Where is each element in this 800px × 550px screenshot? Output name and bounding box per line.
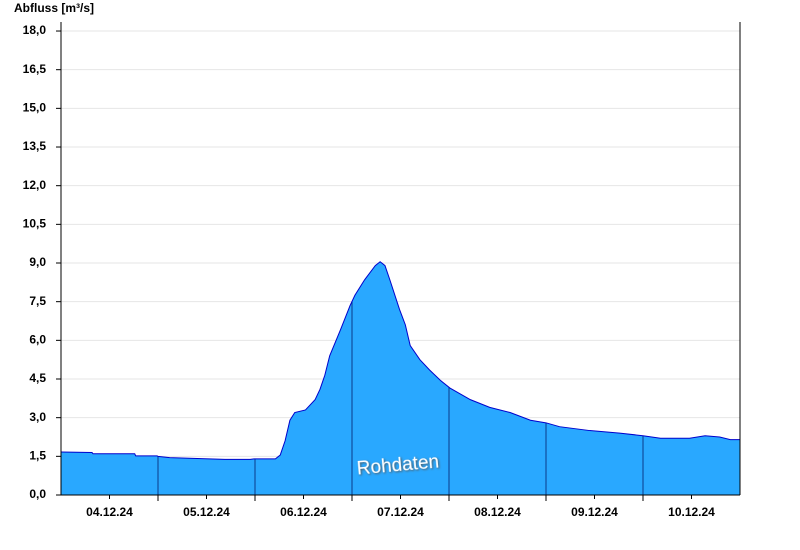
x-tick-label: 05.12.24 bbox=[183, 505, 230, 519]
y-tick-label: 10,5 bbox=[23, 217, 47, 231]
area bbox=[61, 261, 740, 495]
y-tick-label: 12,0 bbox=[23, 178, 47, 192]
x-tick-label: 07.12.24 bbox=[377, 505, 424, 519]
x-tick-label: 04.12.24 bbox=[86, 505, 133, 519]
x-tick-label: 06.12.24 bbox=[280, 505, 327, 519]
y-tick-label: 3,0 bbox=[29, 410, 46, 424]
y-tick-label: 9,0 bbox=[29, 255, 46, 269]
y-tick-label: 6,0 bbox=[29, 333, 46, 347]
y-tick-label: 0,0 bbox=[29, 487, 46, 501]
y-axis-label: Abfluss [m³/s] bbox=[14, 1, 94, 15]
y-tick-label: 16,5 bbox=[23, 62, 47, 76]
y-tick-label: 4,5 bbox=[29, 371, 46, 385]
y-tick-label: 15,0 bbox=[23, 101, 47, 115]
y-tick-label: 1,5 bbox=[29, 449, 46, 463]
x-tick-label: 08.12.24 bbox=[474, 505, 521, 519]
x-tick-label: 10.12.24 bbox=[668, 505, 715, 519]
x-tick-label: 09.12.24 bbox=[571, 505, 618, 519]
y-tick-label: 13,5 bbox=[23, 139, 47, 153]
y-tick-label: 18,0 bbox=[23, 23, 47, 37]
y-tick-label: 7,5 bbox=[29, 294, 46, 308]
line bbox=[60, 261, 740, 460]
